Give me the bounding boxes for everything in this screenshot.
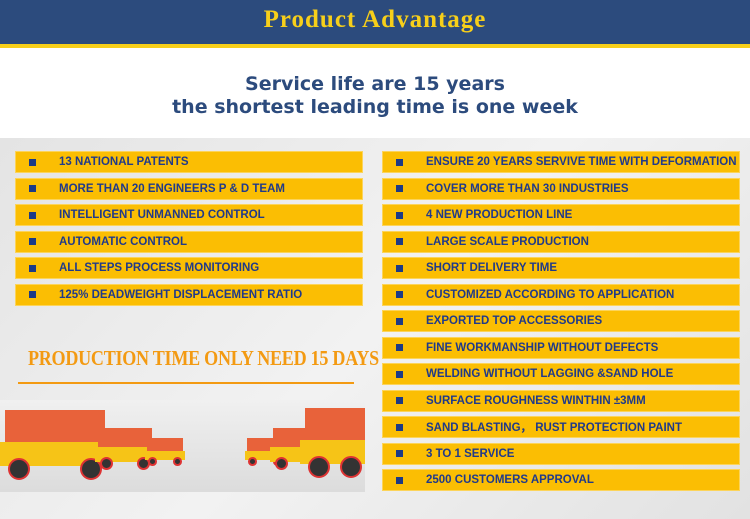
advantage-item: COVER MORE THAN 30 INDUSTRIES <box>382 177 740 200</box>
square-bullet-icon <box>396 397 403 404</box>
advantage-label: COVER MORE THAN 30 INDUSTRIES <box>426 182 629 195</box>
square-bullet-icon <box>29 185 36 192</box>
advantage-item: ENSURE 20 YEARS SERVIVE TIME WITH DEFORM… <box>382 151 740 173</box>
hero: Service life are 15 years the shortest l… <box>0 48 750 138</box>
square-bullet-icon <box>396 423 403 431</box>
square-bullet-icon <box>396 344 403 351</box>
advantage-item: 125% DEADWEIGHT DISPLACEMENT RATIO <box>15 283 363 306</box>
square-bullet-icon <box>396 238 403 245</box>
advantage-item: LARGE SCALE PRODUCTION <box>382 230 740 253</box>
advantage-label: ALL STEPS PROCESS MONITORING <box>59 262 260 274</box>
hero-line-2: the shortest leading time is one week <box>172 96 578 118</box>
advantage-label: ENSURE 20 YEARS SERVIVE TIME WITH DEFORM… <box>426 156 737 168</box>
square-bullet-icon <box>29 291 36 298</box>
square-bullet-icon <box>29 158 36 166</box>
square-bullet-icon <box>396 211 403 219</box>
advantage-item: AUTOMATIC CONTROL <box>15 230 363 253</box>
square-bullet-icon <box>29 238 36 245</box>
square-bullet-icon <box>396 450 403 457</box>
advantage-label: 4 NEW PRODUCTION LINE <box>426 209 573 221</box>
advantage-item: 3 TO 1 SERVICE <box>382 442 740 465</box>
advantage-label: INTELLIGENT UNMANNED CONTROL <box>59 209 265 221</box>
advantage-item: SHORT DELIVERY TIME <box>382 257 740 279</box>
advantage-label: 3 TO 1 SERVICE <box>426 447 515 460</box>
promo-divider <box>18 382 354 384</box>
advantage-label: CUSTOMIZED ACCORDING TO APPLICATION <box>426 288 675 301</box>
square-bullet-icon <box>396 476 403 484</box>
square-bullet-icon <box>396 185 403 192</box>
advantage-label: EXPORTED TOP ACCESSORIES <box>426 315 603 327</box>
advantage-item: ALL STEPS PROCESS MONITORING <box>15 257 363 279</box>
advantage-item: EXPORTED TOP ACCESSORIES <box>382 310 740 332</box>
square-bullet-icon <box>396 264 403 272</box>
advantage-label: SURFACE ROUGHNESS WINTHIN ±3MM <box>426 394 646 407</box>
advantage-label: SAND BLASTING， RUST PROTECTION PAINT <box>426 422 682 434</box>
advantage-label: FINE WORKMANSHIP WITHOUT DEFECTS <box>426 341 659 354</box>
square-bullet-icon <box>396 317 403 325</box>
advantage-label: LARGE SCALE PRODUCTION <box>426 235 589 248</box>
advantage-label: WELDING WITHOUT LAGGING &SAND HOLE <box>426 368 674 380</box>
advantage-label: AUTOMATIC CONTROL <box>59 235 187 248</box>
square-bullet-icon <box>29 211 36 219</box>
advantage-item: 13 NATIONAL PATENTS <box>15 151 363 173</box>
advantage-item: MORE THAN 20 ENGINEERS P & D TEAM <box>15 177 363 200</box>
advantage-item: SURFACE ROUGHNESS WINTHIN ±3MM <box>382 389 740 412</box>
advantage-item: SAND BLASTING， RUST PROTECTION PAINT <box>382 416 740 438</box>
advantage-label: 125% DEADWEIGHT DISPLACEMENT RATIO <box>59 288 303 301</box>
transfer-cart-photo <box>0 400 365 492</box>
hero-line-1: Service life are 15 years <box>245 73 505 95</box>
square-bullet-icon <box>396 291 403 298</box>
promo-headline: PRODUCTION TIME ONLY NEED 15 DAYS <box>28 346 379 370</box>
banner-stripe <box>0 44 750 48</box>
advantage-item: 2500 CUSTOMERS APPROVAL <box>382 469 740 491</box>
advantage-item: CUSTOMIZED ACCORDING TO APPLICATION <box>382 283 740 306</box>
advantage-item: WELDING WITHOUT LAGGING &SAND HOLE <box>382 363 740 385</box>
advantage-label: 2500 CUSTOMERS APPROVAL <box>426 474 594 486</box>
banner-title: Product Advantage <box>263 6 487 33</box>
advantage-label: SHORT DELIVERY TIME <box>426 262 557 274</box>
banner: Product Advantage <box>0 0 750 44</box>
square-bullet-icon <box>396 370 403 378</box>
advantage-item: FINE WORKMANSHIP WITHOUT DEFECTS <box>382 336 740 359</box>
advantage-label: MORE THAN 20 ENGINEERS P & D TEAM <box>59 182 285 195</box>
advantage-item: INTELLIGENT UNMANNED CONTROL <box>15 204 363 226</box>
advantage-label: 13 NATIONAL PATENTS <box>59 156 189 168</box>
square-bullet-icon <box>29 264 36 272</box>
advantage-item: 4 NEW PRODUCTION LINE <box>382 204 740 226</box>
square-bullet-icon <box>396 158 403 166</box>
